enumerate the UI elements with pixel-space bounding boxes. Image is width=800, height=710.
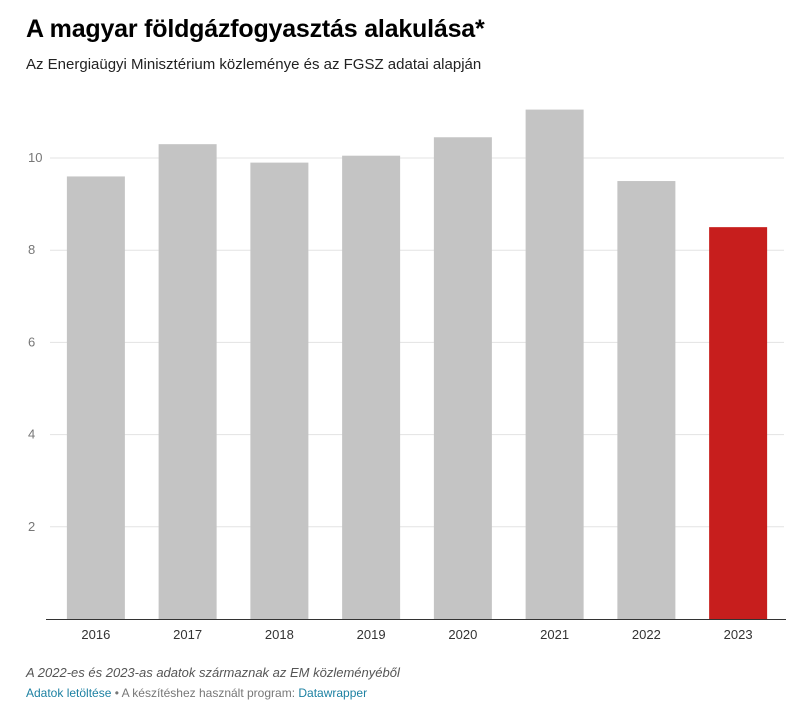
y-tick-label: 8: [28, 242, 35, 257]
bar-2017: [159, 144, 217, 619]
bar-2023: [709, 227, 767, 619]
y-tick-label: 4: [28, 427, 35, 442]
x-tick-label: 2020: [448, 627, 477, 642]
x-tick-label: 2019: [357, 627, 386, 642]
x-tick-label: 2017: [173, 627, 202, 642]
x-tick-label: 2021: [540, 627, 569, 642]
chart-note: A 2022-es és 2023-as adatok származnak a…: [26, 665, 400, 680]
x-tick-label: 2023: [724, 627, 753, 642]
y-tick-label: 10: [28, 150, 42, 165]
bar-2016: [67, 176, 125, 619]
footer-separator: •: [115, 686, 119, 700]
x-tick-label: 2018: [265, 627, 294, 642]
bar-chart: 2 4 6 8 10 2016 2017 2018 2019 2020 2021 2022 2023: [0, 0, 800, 660]
made-with-text: A készítéshez használt program:: [122, 686, 295, 700]
download-data-link[interactable]: Adatok letöltése: [26, 686, 111, 700]
bar-2020: [434, 137, 492, 619]
chart-footer: Adatok letöltése • A készítéshez használ…: [26, 686, 367, 700]
y-tick-label: 6: [28, 334, 35, 349]
bar-2018: [250, 163, 308, 619]
x-tick-label: 2022: [632, 627, 661, 642]
x-tick-label: 2016: [81, 627, 110, 642]
bar-2022: [617, 181, 675, 619]
datawrapper-link[interactable]: Datawrapper: [298, 686, 367, 700]
bar-2021: [526, 110, 584, 619]
y-tick-label: 2: [28, 519, 35, 534]
bar-2019: [342, 156, 400, 619]
